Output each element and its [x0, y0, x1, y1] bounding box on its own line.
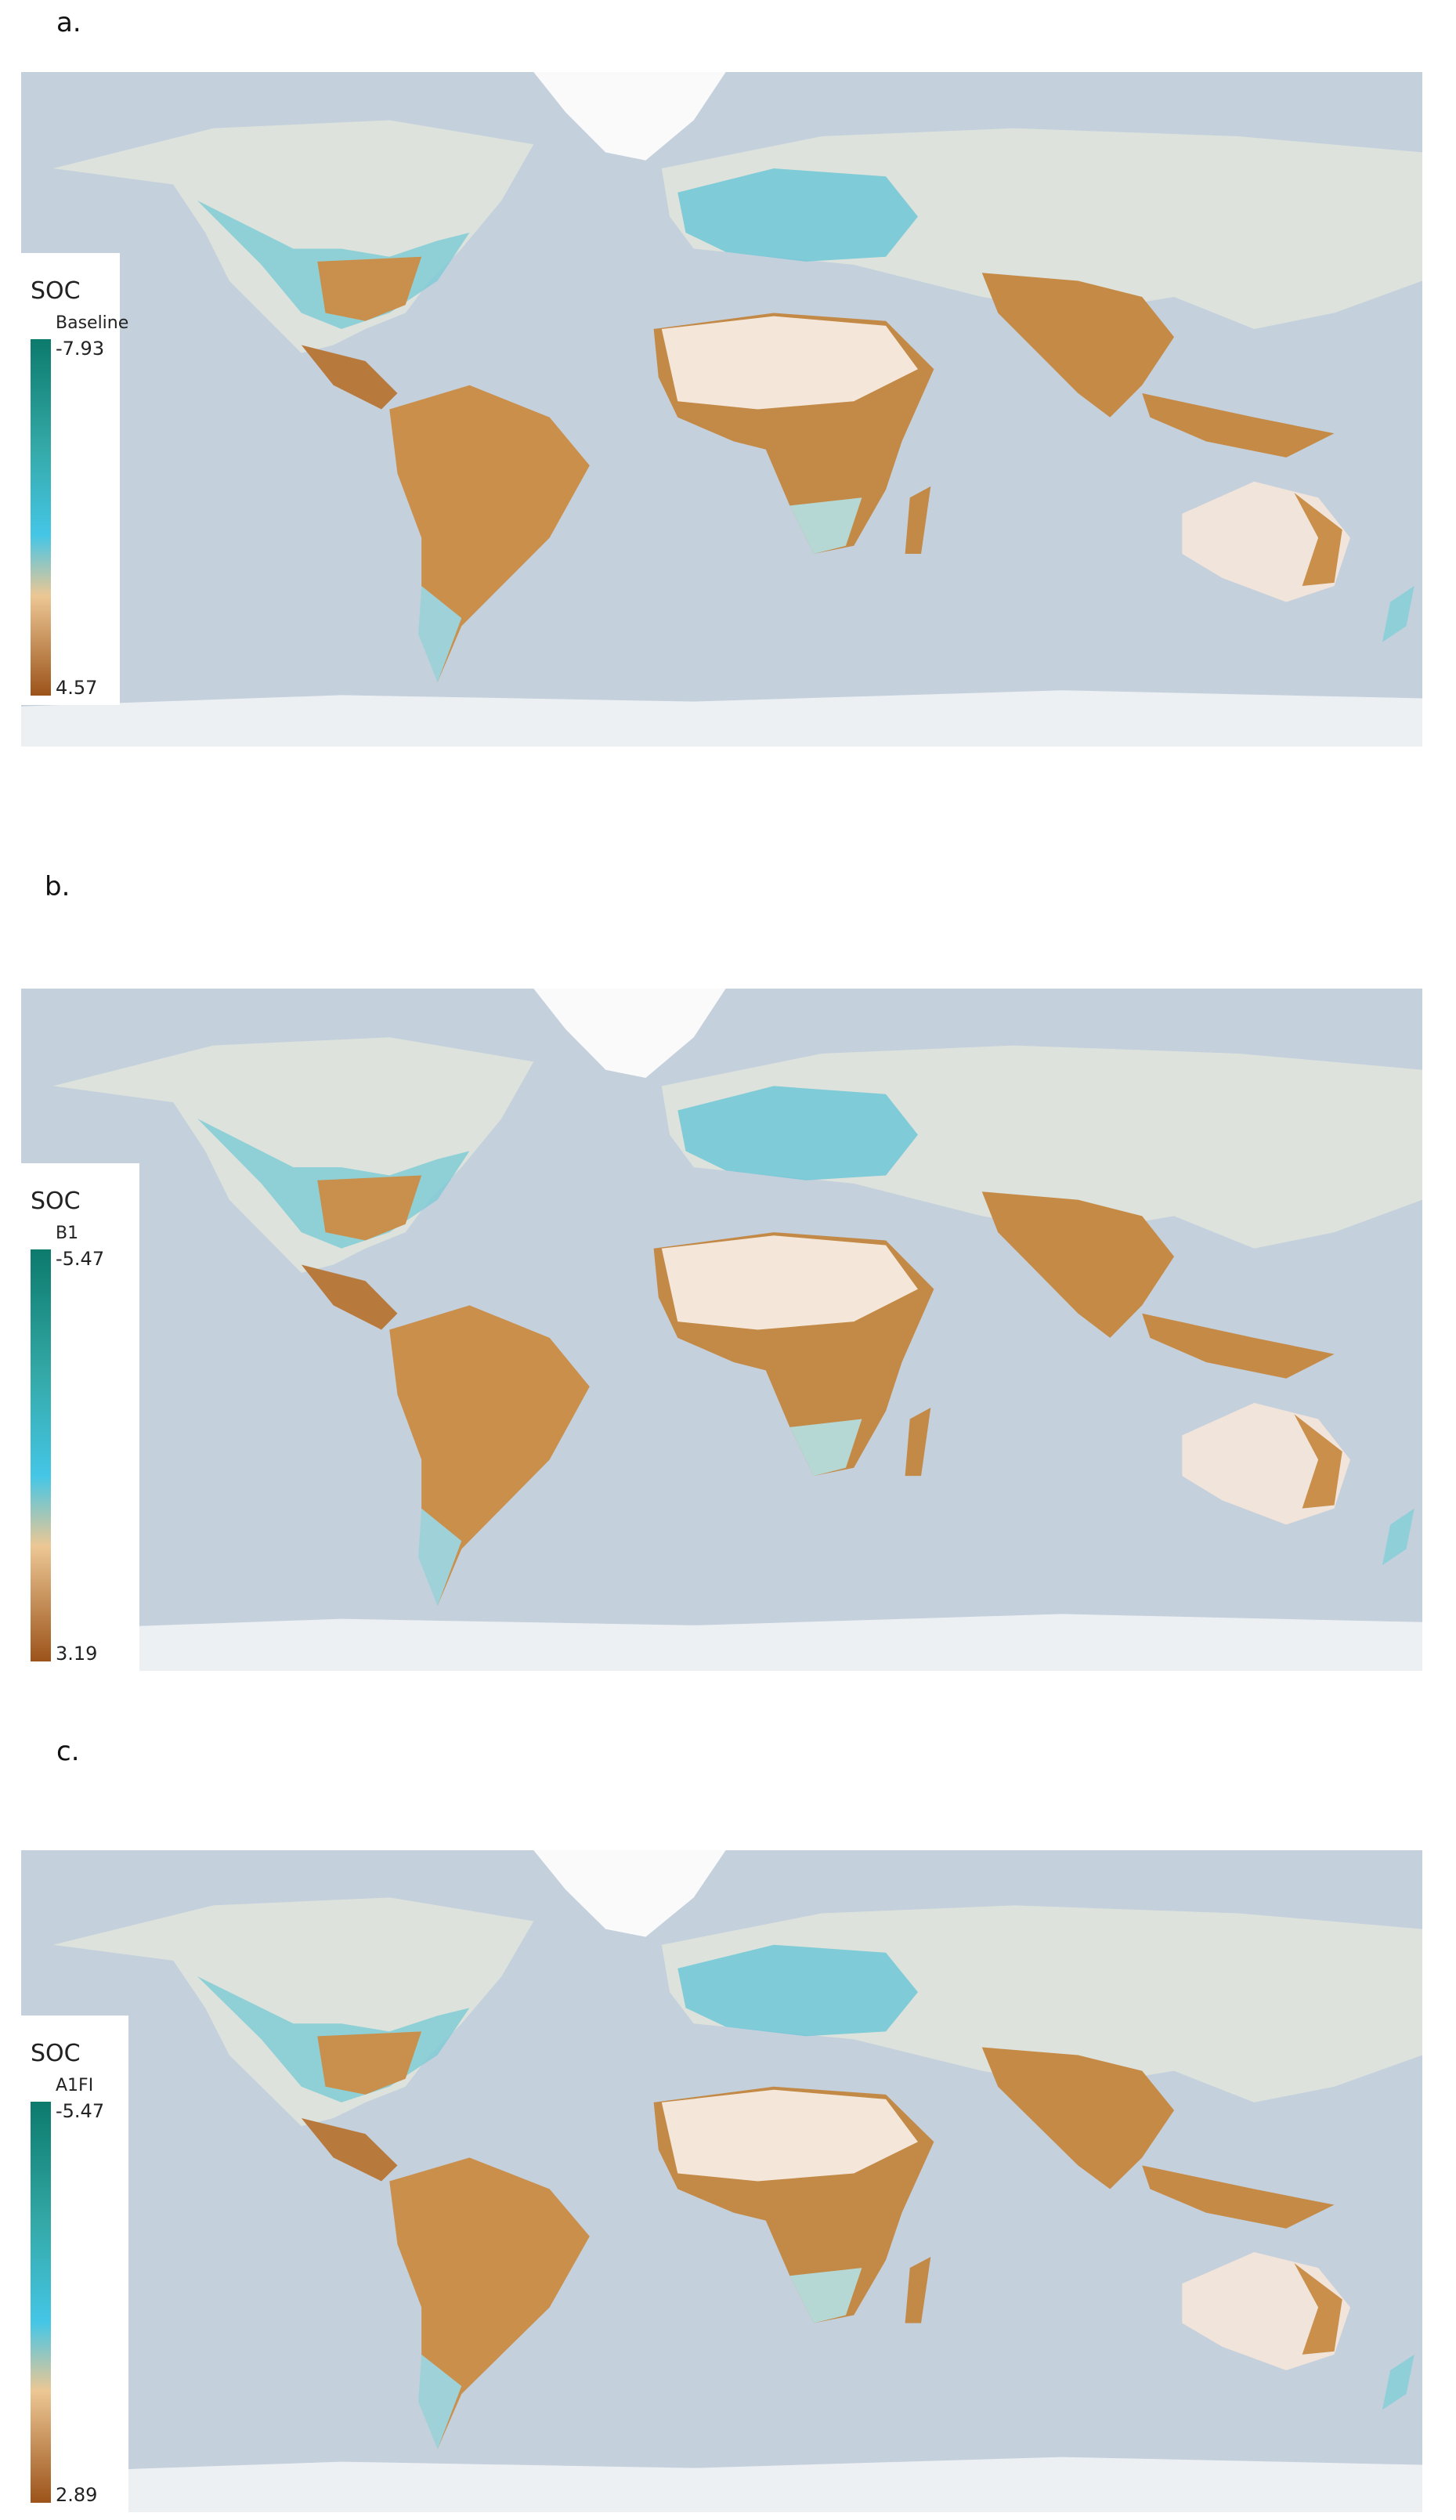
legend-title: SOC [31, 1188, 81, 1215]
legend-colorbar [31, 2102, 51, 2503]
legend-title: SOC [31, 277, 81, 305]
legend-colorbar [31, 1249, 51, 1661]
legend: SOC Baseline -7.93 4.57 [21, 253, 128, 705]
legend-colorbar [31, 339, 51, 696]
legend-scenario: A1FI [56, 2076, 93, 2095]
legend-top-label: -7.93 [56, 338, 104, 360]
legend-bottom-label: 3.19 [56, 1643, 97, 1665]
panel: c. SOC A1FI -5.47 2.89 [21, 1736, 1422, 2512]
panel-label: b. [45, 871, 70, 902]
legend-top-label: -5.47 [56, 2100, 104, 2122]
legend-title: SOC [31, 2040, 81, 2067]
map [21, 989, 1422, 1671]
map [21, 72, 1422, 747]
map [21, 1850, 1422, 2512]
legend: SOC A1FI -5.47 2.89 [21, 2016, 128, 2512]
legend-bottom-label: 4.57 [56, 677, 97, 699]
legend-bottom-label: 2.89 [56, 2484, 97, 2506]
legend-top-label: -5.47 [56, 1248, 104, 1270]
panel: a. SOC Baseline -7.93 4.57 [21, 7, 1422, 747]
panel-label: a. [56, 7, 81, 38]
legend: SOC B1 -5.47 3.19 [21, 1163, 139, 1671]
panel: b. SOC B1 -5.47 3.19 [21, 871, 1422, 1671]
panel-label: c. [56, 1736, 80, 1767]
legend-scenario: Baseline [56, 313, 128, 333]
legend-scenario: B1 [56, 1224, 78, 1243]
